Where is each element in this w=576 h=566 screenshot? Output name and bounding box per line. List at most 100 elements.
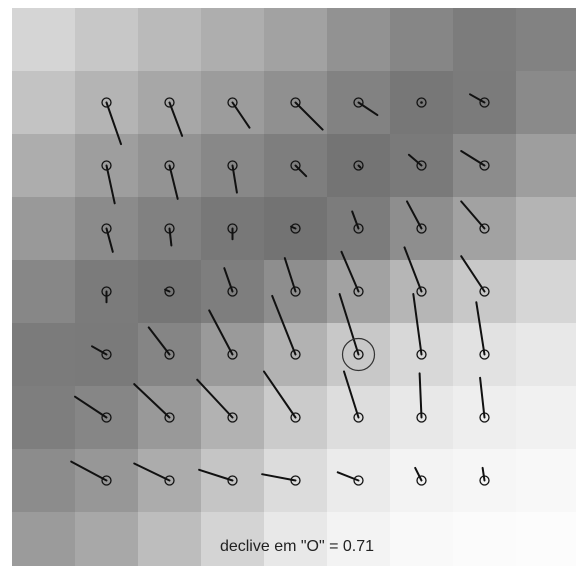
gradient-vector (338, 293, 364, 360)
vector-segment (406, 200, 423, 230)
vector-segment (283, 257, 297, 293)
vector-origin-circle (164, 286, 175, 297)
gradient-vector (283, 257, 301, 297)
gradient-vector (101, 97, 122, 146)
grid-cell (390, 8, 453, 71)
vector-segment (168, 227, 173, 247)
gradient-vector (74, 395, 112, 423)
grid-cell (12, 512, 75, 566)
vector-origin-circle (164, 160, 175, 171)
vector-segment (231, 164, 238, 194)
gradient-vector (263, 370, 301, 423)
grid-cell (201, 8, 264, 71)
vector-origin-circle (290, 286, 301, 297)
gradient-vector (460, 200, 490, 234)
vector-segment (460, 150, 486, 167)
gradient-vector (416, 372, 427, 423)
vector-segment (357, 164, 362, 169)
slope-caption: declive em "O" = 0.71 (220, 538, 374, 555)
gradient-vector (406, 200, 427, 234)
vector-origin-circle (227, 349, 238, 360)
grid-cell (75, 8, 138, 71)
vector-segment (481, 466, 486, 482)
grid-cell (12, 260, 75, 323)
gradient-vector (340, 250, 364, 297)
vector-origin-circle (290, 160, 301, 171)
grid-cell (453, 512, 516, 566)
gradient-vector (479, 466, 490, 486)
gradient-vector (227, 160, 238, 194)
gradient-vector (101, 223, 114, 253)
gradient-vector (101, 160, 116, 205)
gradient-vector (353, 97, 379, 117)
vector-segment (418, 372, 423, 419)
vector-origin-circle (479, 97, 490, 108)
gradient-vector (403, 246, 427, 297)
vector-origin-circle (101, 349, 112, 360)
grid-cell (12, 386, 75, 449)
vector-origin-circle (101, 97, 112, 108)
vector-origin-circle (479, 286, 490, 297)
gradient-vector (290, 160, 308, 178)
vector-origin-circle (416, 475, 427, 486)
grid-cell (12, 323, 75, 386)
vector-segment (340, 250, 360, 293)
vector-segment (294, 164, 308, 178)
gradient-vector (353, 160, 364, 171)
vector-origin-circle (416, 223, 427, 234)
vector-origin-circle (227, 412, 238, 423)
gradient-vector (70, 460, 112, 486)
vector-segment (407, 153, 423, 167)
gradient-vector (164, 160, 179, 200)
vector-segment (460, 255, 486, 293)
gradient-vector (475, 301, 490, 360)
grid-cell (390, 512, 453, 566)
grid-cell (516, 71, 576, 134)
gradient-vector (412, 293, 427, 360)
gradient-vector (101, 286, 112, 304)
vector-origin-circle (164, 97, 175, 108)
vector-origin-circle (353, 223, 364, 234)
grid-cell (327, 8, 390, 71)
vector-origin-circle (353, 286, 364, 297)
gradient-vector (164, 223, 175, 247)
vector-origin-circle (353, 97, 364, 108)
grid-cell (516, 386, 576, 449)
vector-segment (271, 294, 297, 356)
gradient-vector (208, 309, 238, 360)
gradient-vector (133, 383, 175, 423)
grid-cell (201, 512, 264, 566)
grid-cell (516, 449, 576, 512)
vector-segment (105, 227, 114, 253)
gradient-vector (227, 223, 238, 241)
grid-cell (516, 512, 576, 566)
vector-segment (479, 376, 486, 419)
gradient-vector (407, 153, 427, 171)
gradient-vector (460, 150, 490, 171)
vector-origin-circle (164, 412, 175, 423)
grid-cell (516, 134, 576, 197)
gradient-vector (164, 286, 175, 297)
vector-origin-circle (164, 349, 175, 360)
vector-segment (336, 471, 360, 482)
gradient-vector (479, 376, 490, 423)
vector-segment (168, 101, 184, 137)
gradient-vector (414, 466, 427, 486)
vector-origin-circle (227, 97, 238, 108)
gradient-vector-field (70, 93, 490, 486)
vector-segment (412, 293, 423, 356)
vector-segment (147, 326, 171, 356)
vector-origin-circle (290, 412, 301, 423)
gradient-vector (223, 267, 238, 297)
gradient-vector (460, 255, 490, 297)
vector-segment (475, 301, 486, 356)
grid-cell (138, 512, 201, 566)
grid-cell (12, 8, 75, 71)
vector-segment (469, 93, 486, 104)
vector-origin-circle (164, 475, 175, 486)
vector-segment (196, 378, 234, 419)
vector-segment (460, 200, 486, 230)
vector-origin-circle (353, 349, 364, 360)
grid-cell (12, 71, 75, 134)
